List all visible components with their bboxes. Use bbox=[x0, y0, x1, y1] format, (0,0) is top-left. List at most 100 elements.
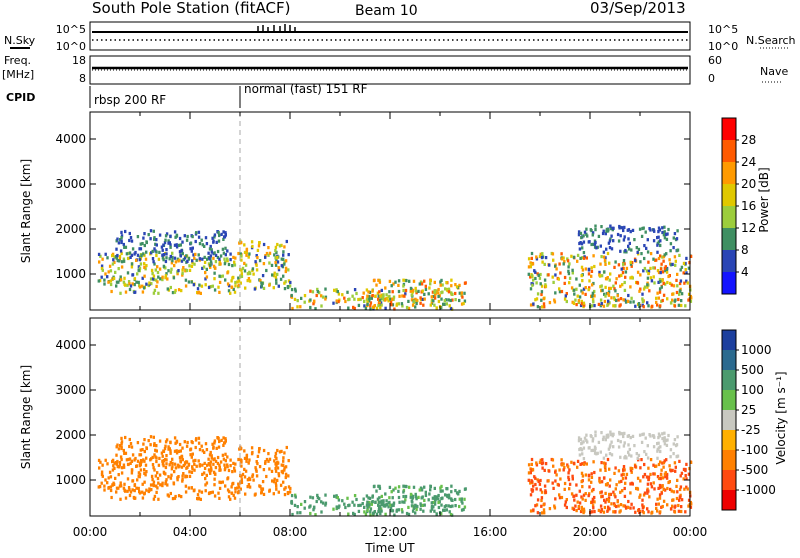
scatter-cell bbox=[353, 288, 357, 292]
scatter-cell bbox=[637, 453, 641, 457]
scatter-cell bbox=[195, 231, 198, 235]
scatter-cell bbox=[421, 297, 424, 301]
scatter-cell bbox=[288, 284, 292, 288]
scatter-cell bbox=[455, 285, 459, 289]
scatter-cell bbox=[603, 299, 607, 304]
scatter-cell bbox=[660, 299, 663, 303]
scatter-cell bbox=[673, 510, 677, 514]
scatter-cell bbox=[231, 470, 234, 474]
scatter-cell bbox=[152, 260, 155, 264]
scatter-cell bbox=[270, 263, 274, 267]
scatter-cell bbox=[162, 449, 165, 453]
beam-label: Beam 10 bbox=[355, 3, 418, 19]
scatter-cell bbox=[106, 275, 109, 279]
y-tick-label: 4000 bbox=[55, 132, 86, 146]
scatter-cell bbox=[558, 287, 561, 291]
scatter-cell bbox=[226, 455, 229, 459]
scatter-cell bbox=[560, 252, 563, 256]
scatter-cell bbox=[666, 503, 669, 507]
scatter-cell bbox=[666, 438, 669, 442]
scatter-cell bbox=[218, 290, 221, 294]
scatter-cell bbox=[660, 262, 663, 266]
scatter-cell bbox=[651, 510, 654, 514]
scatter-cell bbox=[184, 484, 188, 488]
scatter-cell bbox=[201, 463, 204, 467]
scatter-cell bbox=[200, 490, 204, 494]
scatter-cell bbox=[168, 463, 171, 467]
scatter-cell bbox=[667, 227, 670, 232]
scatter-cell bbox=[369, 301, 373, 305]
scatter-cell bbox=[250, 240, 254, 244]
scatter-cell bbox=[535, 257, 539, 261]
scatter-cell bbox=[191, 246, 194, 250]
scatter-cell bbox=[672, 236, 675, 240]
scatter-cell bbox=[241, 266, 245, 270]
scatter-cell bbox=[572, 461, 576, 465]
scatter-cell bbox=[676, 490, 679, 494]
scatter-cell bbox=[640, 252, 643, 256]
freq-label: Freq. bbox=[4, 54, 31, 67]
scatter-cell bbox=[187, 486, 191, 490]
scatter-cell bbox=[621, 477, 625, 481]
scatter-cell bbox=[114, 476, 117, 480]
scatter-cell bbox=[640, 458, 643, 462]
scatter-cell bbox=[267, 246, 270, 250]
scatter-cell bbox=[222, 230, 225, 234]
scatter-cell bbox=[602, 435, 605, 439]
scatter-cell bbox=[135, 280, 138, 284]
colorbar-segment bbox=[722, 410, 736, 431]
scatter-cell bbox=[161, 278, 164, 282]
scatter-cell bbox=[629, 230, 632, 234]
scatter-cell bbox=[580, 448, 584, 452]
scatter-cell bbox=[255, 469, 258, 473]
scatter-cell bbox=[169, 285, 172, 290]
scatter-cell bbox=[109, 279, 113, 283]
scatter-cell bbox=[675, 290, 679, 295]
scatter-cell bbox=[582, 457, 586, 461]
scatter-cell bbox=[161, 459, 164, 463]
scatter-cell bbox=[588, 279, 591, 283]
scatter-cell bbox=[666, 280, 669, 285]
scatter-cell bbox=[586, 440, 589, 444]
scatter-cell bbox=[653, 435, 656, 439]
scatter-cell bbox=[433, 496, 436, 500]
scatter-cell bbox=[278, 244, 282, 248]
scatter-cell bbox=[100, 266, 104, 271]
scatter-cell bbox=[628, 447, 631, 451]
scatter-cell bbox=[164, 465, 168, 470]
scatter-cell bbox=[379, 511, 382, 516]
scatter-cell bbox=[380, 494, 383, 498]
scatter-cell bbox=[529, 493, 533, 497]
scatter-cell bbox=[197, 436, 201, 440]
scatter-cell bbox=[213, 483, 216, 487]
scatter-cell bbox=[181, 252, 184, 256]
scatter-cell bbox=[165, 248, 168, 252]
scatter-cell bbox=[267, 452, 270, 456]
scatter-cell bbox=[636, 486, 639, 491]
scatter-cell bbox=[276, 448, 279, 453]
scatter-cell bbox=[99, 254, 102, 258]
scatter-cell bbox=[238, 241, 241, 245]
scatter-cell bbox=[274, 256, 277, 260]
scatter-cell bbox=[539, 272, 542, 277]
scatter-cell bbox=[108, 470, 112, 474]
scatter-cell bbox=[120, 239, 123, 243]
scatter-cell bbox=[582, 446, 586, 450]
scatter-cell bbox=[659, 271, 662, 275]
scatter-cell bbox=[662, 465, 665, 469]
scatter-cell bbox=[218, 280, 222, 284]
scatter-cell bbox=[680, 303, 683, 308]
scatter-cell bbox=[158, 267, 162, 271]
scatter-cell bbox=[243, 449, 246, 453]
scatter-cell bbox=[149, 229, 153, 233]
scatter-cell bbox=[544, 284, 548, 288]
scatter-cell bbox=[529, 509, 533, 513]
scatter-cell bbox=[153, 262, 156, 266]
scatter-cell bbox=[271, 273, 274, 277]
scatter-cell bbox=[672, 246, 675, 250]
scatter-cell bbox=[203, 461, 206, 465]
scatter-cell bbox=[565, 299, 568, 304]
scatter-cell bbox=[138, 453, 141, 457]
scatter-cell bbox=[580, 274, 583, 278]
scatter-cell bbox=[160, 451, 164, 455]
